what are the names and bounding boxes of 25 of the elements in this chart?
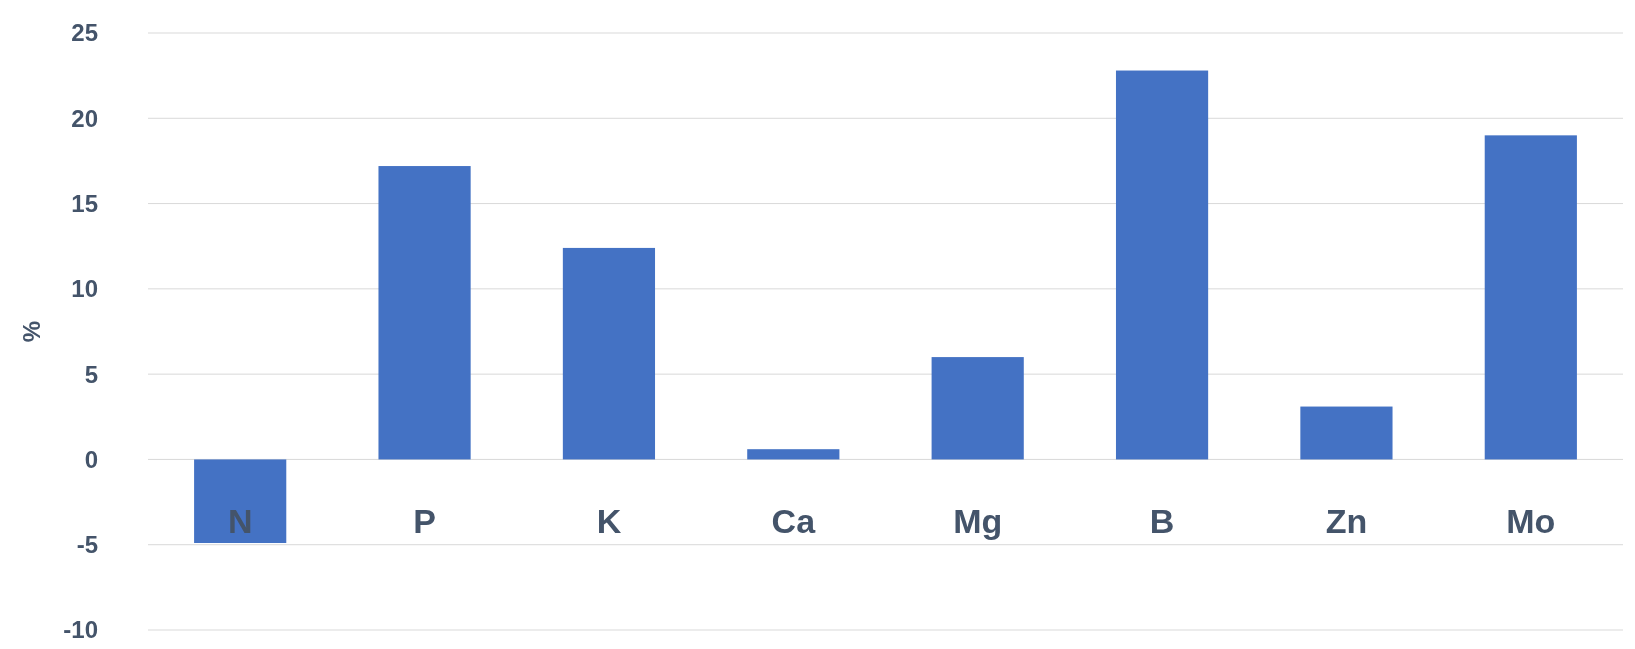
y-tick-label: 15 xyxy=(71,189,98,217)
y-tick-label: -5 xyxy=(76,531,98,559)
x-tick-label: Zn xyxy=(1325,502,1368,541)
bar xyxy=(562,247,656,460)
y-tick-label: 10 xyxy=(71,275,98,303)
bar xyxy=(378,166,471,460)
y-tick-label: 5 xyxy=(84,360,98,388)
x-tick-label: P xyxy=(413,502,436,541)
bar xyxy=(194,459,287,544)
bar xyxy=(747,449,840,460)
bar xyxy=(1484,135,1577,460)
x-tick-label: Ca xyxy=(771,502,817,541)
y-tick-label: 0 xyxy=(84,445,98,473)
bar xyxy=(931,357,1024,460)
x-tick-label: Mg xyxy=(953,502,1003,541)
y-tick-label: 25 xyxy=(71,19,98,47)
x-tick-label: B xyxy=(1149,502,1175,541)
y-axis-title: % xyxy=(18,320,45,343)
y-tick-label: 20 xyxy=(71,104,98,132)
y-tick-label: -10 xyxy=(63,616,98,644)
x-tick-label: K xyxy=(596,502,622,541)
bar xyxy=(1300,406,1393,460)
bar xyxy=(1115,70,1209,460)
x-tick-label: Mo xyxy=(1506,502,1556,541)
x-tick-label: N xyxy=(227,502,253,541)
